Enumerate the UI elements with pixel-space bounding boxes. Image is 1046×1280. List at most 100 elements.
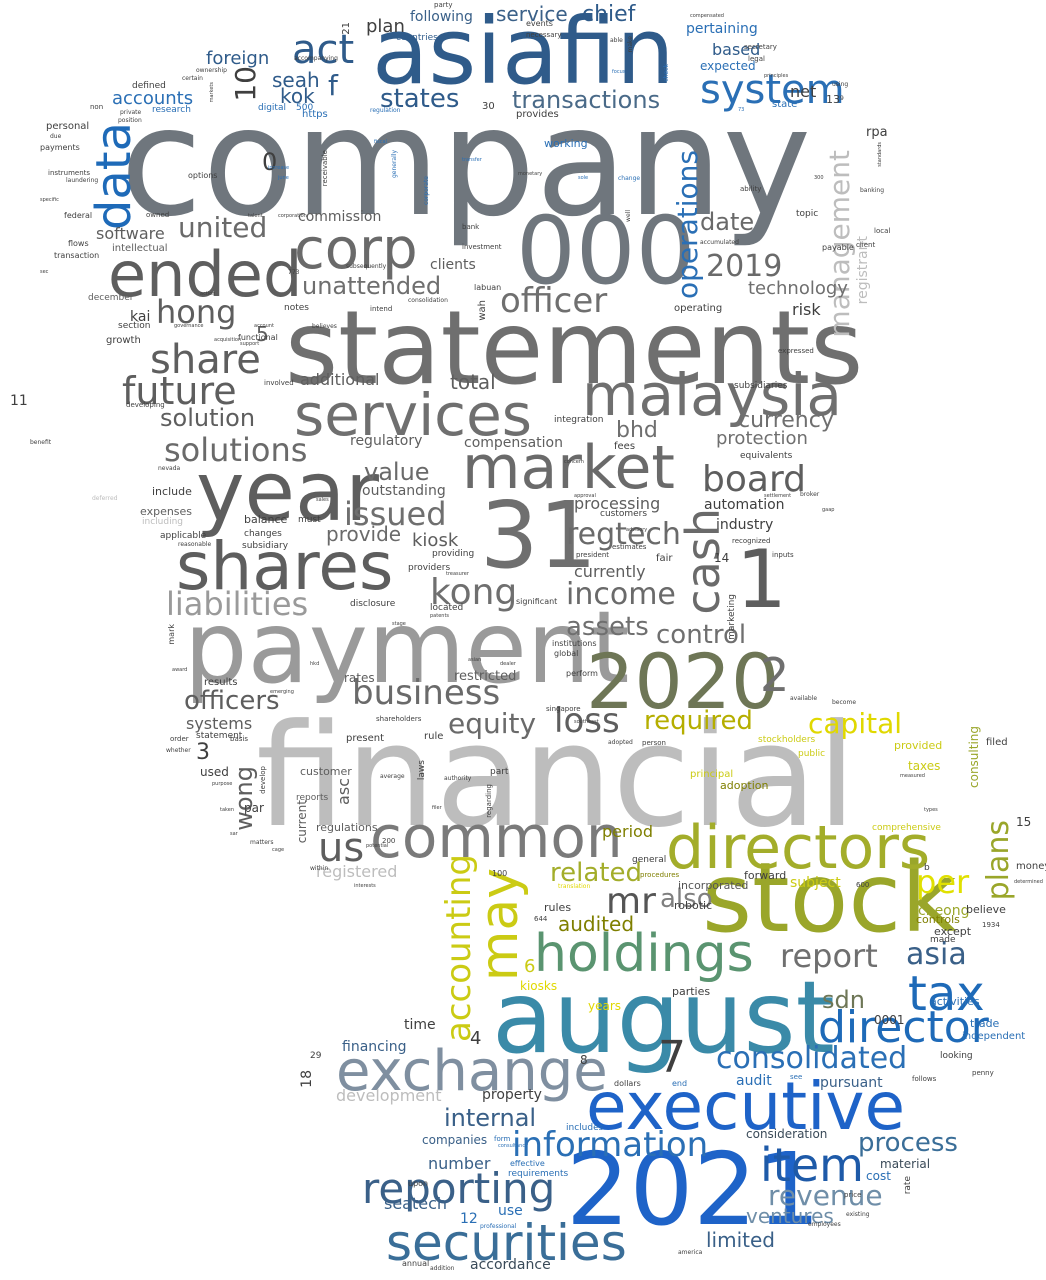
word-including: including <box>142 517 183 527</box>
word-years: years <box>588 999 622 1013</box>
word-types: types <box>924 807 938 813</box>
word-liabilities: liabilities <box>166 585 309 623</box>
word-consulting: consulting <box>967 726 981 788</box>
word-developing: developing <box>126 401 165 409</box>
word-instruments: instruments <box>48 169 91 177</box>
word-773: 773 <box>288 269 300 276</box>
word-digital: digital <box>258 103 286 113</box>
word-protection: protection <box>716 428 808 449</box>
word-compensated: compensated <box>690 13 724 19</box>
word-working: working <box>544 137 588 150</box>
word-asian: asian <box>468 657 482 663</box>
word-state: state <box>772 99 798 110</box>
word-due: due <box>50 133 62 140</box>
word-used: used <box>200 765 229 779</box>
word-balance: balance <box>244 513 288 526</box>
word-expressed: expressed <box>778 347 814 355</box>
word-personal: personal <box>46 121 90 132</box>
word-monetary: monetary <box>518 171 543 177</box>
word-2019: 2019 <box>706 249 783 284</box>
word-patents: patents <box>430 613 450 619</box>
word-10: 10 <box>229 66 262 102</box>
word-include: include <box>152 485 192 498</box>
word-client: client <box>856 241 876 249</box>
word-outstanding: outstanding <box>362 483 446 499</box>
word-following: following <box>410 9 473 25</box>
word-5: 5 <box>256 322 269 346</box>
word-expected: expected <box>700 59 756 73</box>
word-kong: kong <box>430 572 518 613</box>
word-purpose: purpose <box>212 781 233 787</box>
word-dealer: dealer <box>500 661 516 667</box>
word-matters: matters <box>250 839 274 846</box>
word-june: june <box>278 175 289 181</box>
word-price: price <box>844 1191 862 1199</box>
word-benefit: benefit <box>30 439 52 446</box>
word-includes: includes <box>566 1123 604 1133</box>
word-penny: penny <box>972 1069 994 1077</box>
word-regarding: regarding <box>485 784 493 818</box>
word-common: common <box>370 803 623 871</box>
word-transaction: transaction <box>54 251 100 260</box>
word-bhd: bhd <box>616 418 658 443</box>
word-requirements: requirements <box>508 1169 569 1179</box>
word-corp: corp <box>294 217 418 282</box>
word-13: 13 <box>826 93 840 106</box>
word-markets: markets <box>209 82 215 103</box>
word-advisory: advisory <box>626 527 648 533</box>
word-operations: operations <box>671 150 704 300</box>
word-technology: technology <box>748 278 848 299</box>
word-6: 6 <box>524 956 536 977</box>
word-singapore: singapore <box>546 705 581 713</box>
word-payments: payments <box>40 143 80 152</box>
word-rpa: rpa <box>866 125 888 140</box>
word-stockholders: stockholders <box>758 735 816 745</box>
word-executive: executive <box>586 1068 906 1145</box>
word-foreign: foreign <box>206 48 270 69</box>
word-sdn: sdn <box>822 986 865 1014</box>
word-date: date <box>700 208 755 236</box>
word-tax: tax <box>908 966 985 1022</box>
word-regulations: regulations <box>316 821 378 834</box>
word-business: business <box>352 673 501 713</box>
word-increase: increase <box>268 165 290 171</box>
word-generally: generally <box>391 150 398 179</box>
word-14: 14 <box>714 551 730 565</box>
word-property: property <box>482 1087 542 1103</box>
word-subsidiaries: subsidiaries <box>734 381 788 391</box>
word-0: 0 <box>262 148 278 176</box>
word-based: based <box>712 40 761 59</box>
word-solutions: solutions <box>164 431 308 469</box>
word-provide: provide <box>326 522 402 546</box>
word-reports: reports <box>296 793 329 803</box>
word-31: 31 <box>480 482 598 589</box>
word-flows: flows <box>68 239 89 248</box>
word-holdings: holdings <box>534 924 754 984</box>
word-estimates: estimates <box>612 543 647 551</box>
word-ventures: ventures <box>746 1204 834 1228</box>
word-laundering: laundering <box>66 177 99 184</box>
word-president: president <box>576 551 609 559</box>
word-corporate: corporate <box>423 176 430 206</box>
word-currency: currency <box>738 408 834 433</box>
word-issued: issued <box>344 495 447 533</box>
word-board: board <box>702 459 806 500</box>
word-countries: countries <box>396 33 438 43</box>
word-rules: rules <box>544 901 572 914</box>
word-500: 500 <box>296 103 314 113</box>
word-future: future <box>122 369 237 413</box>
word-kiosk: kiosk <box>412 530 459 551</box>
word-party: party <box>434 1 453 9</box>
word-wong: wong <box>230 766 258 831</box>
word-providers: providers <box>408 563 451 573</box>
word-filer: filer <box>432 805 442 811</box>
word-banking: banking <box>860 187 885 194</box>
word-incorporated: incorporated <box>678 879 749 892</box>
word-applicable: applicable <box>160 531 207 541</box>
word-accounting: accounting <box>439 854 479 1043</box>
word-authority: authority <box>444 775 472 782</box>
word-mr: mr <box>606 881 656 922</box>
word-share: share <box>150 337 261 383</box>
word-000: 000 <box>516 197 696 306</box>
word-consultancy: consultancy <box>498 1143 529 1149</box>
